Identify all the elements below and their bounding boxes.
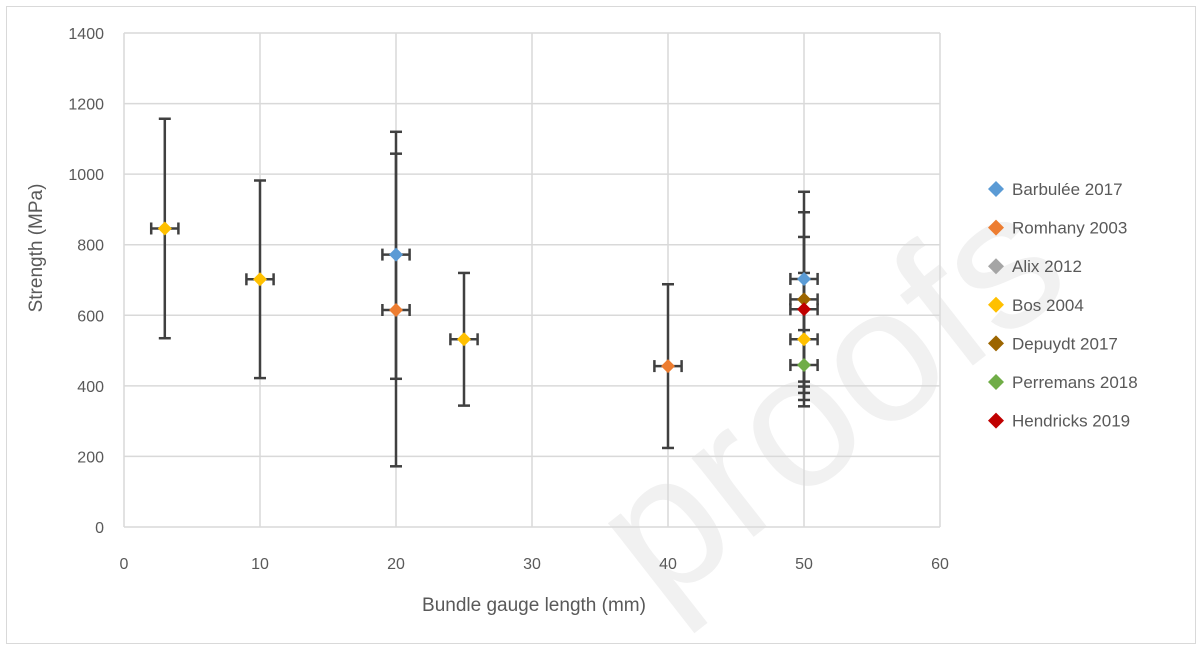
legend-label: Perremans 2018 — [1012, 373, 1138, 392]
x-tick-label: 10 — [251, 556, 269, 573]
legend-label: Hendricks 2019 — [1012, 412, 1130, 431]
legend: Barbulée 2017 Romhany 2003 Alix 2012 Bos 20… — [988, 180, 1138, 431]
legend-label: Alix 2012 — [1012, 257, 1082, 276]
data-markers — [157, 221, 811, 374]
data-point-marker — [797, 332, 811, 347]
y-tick-label: 1200 — [68, 97, 104, 114]
legend-marker — [988, 219, 1004, 236]
data-point-marker — [797, 271, 811, 286]
data-point-marker — [797, 302, 811, 317]
x-tick-label: 0 — [120, 556, 129, 573]
y-tick-label: 600 — [77, 308, 104, 325]
data-point-marker — [457, 332, 471, 347]
data-point-marker — [797, 292, 811, 307]
x-axis-title: Bundle gauge length (mm) — [422, 595, 646, 616]
data-point-marker — [797, 358, 811, 373]
data-point-marker — [389, 302, 403, 317]
x-tick-label: 50 — [795, 556, 813, 573]
y-tick-label: 800 — [77, 238, 104, 255]
y-tick-label: 0 — [95, 520, 104, 537]
legend-marker — [988, 374, 1004, 390]
axes — [123, 33, 940, 528]
x-tick-label: 30 — [523, 556, 541, 573]
legend-marker — [988, 296, 1004, 313]
legend-label: Bos 2004 — [1012, 296, 1084, 315]
y-axis-title: Strength (MPa) — [26, 184, 47, 313]
data-point-marker — [661, 359, 675, 374]
legend-label: Romhany 2003 — [1012, 219, 1127, 238]
legend-label: Barbulée 2017 — [1012, 180, 1123, 199]
x-tick-label: 20 — [387, 556, 405, 573]
legend-label: Depuydt 2017 — [1012, 334, 1118, 353]
data-point-marker — [253, 272, 267, 287]
data-point-marker — [389, 247, 403, 262]
data-point-marker — [157, 221, 172, 236]
y-tick-label: 400 — [77, 379, 104, 396]
chart-frame — [6, 6, 1196, 644]
legend-marker — [988, 258, 1004, 275]
legend-marker — [988, 335, 1004, 352]
y-tick-label: 1000 — [68, 167, 104, 184]
y-tick-label: 200 — [77, 449, 104, 466]
x-tick-label: 60 — [931, 556, 949, 573]
x-tick-label: 40 — [659, 556, 677, 573]
legend-marker — [988, 412, 1004, 429]
legend-marker — [988, 181, 1004, 197]
y-tick-label: 1400 — [68, 26, 104, 43]
